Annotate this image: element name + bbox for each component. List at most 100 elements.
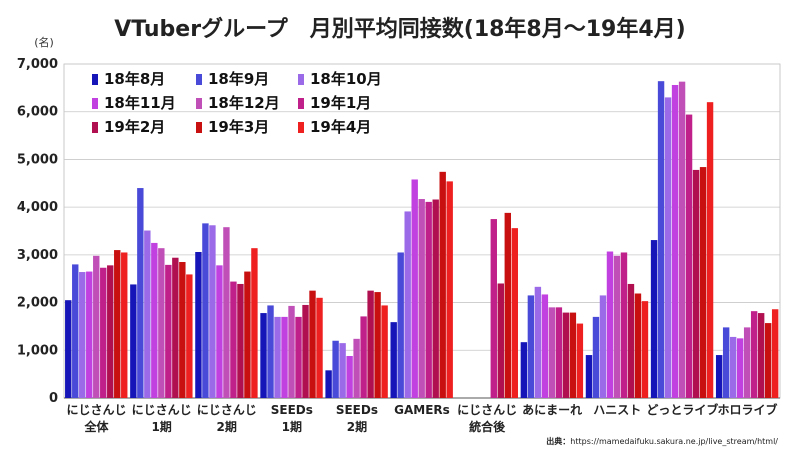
y-axis-label: (名) <box>34 35 54 49</box>
bar <box>520 342 528 398</box>
legend-label: 19年2月 <box>104 118 165 136</box>
source-note: 出典：https://mamedaifuku.sakura.ne.jp/live… <box>546 436 778 446</box>
legend-swatch <box>92 122 98 133</box>
bar <box>223 227 230 398</box>
x-tick-label: SEEDs <box>271 403 313 417</box>
x-tick-label: にじさんじ <box>197 403 257 417</box>
bar <box>202 223 209 398</box>
bar <box>244 271 251 398</box>
bar <box>93 255 100 398</box>
bar <box>237 283 244 398</box>
source-url: https://mamedaifuku.sakura.ne.jp/live_st… <box>570 437 778 446</box>
bar <box>302 304 309 398</box>
bar <box>151 242 158 398</box>
bar <box>555 307 563 398</box>
bar <box>678 81 686 398</box>
y-tick-label: 1,000 <box>17 343 58 358</box>
bar <box>339 343 346 398</box>
bar <box>404 211 411 398</box>
legend-label: 18年9月 <box>208 70 269 88</box>
bar <box>722 327 730 398</box>
bar <box>446 181 453 398</box>
bar <box>186 274 193 398</box>
bar <box>195 251 202 398</box>
chart-title: VTuberグループ 月別平均同接数(18年8月～19年4月) <box>114 16 685 42</box>
x-tick-label: にじさんじ <box>67 403 127 417</box>
x-tick-label: SEEDs <box>336 403 378 417</box>
bar <box>743 327 751 398</box>
bar <box>260 313 267 398</box>
x-tick-label: 2期 <box>217 419 237 434</box>
legend-swatch <box>196 74 202 85</box>
x-tick-label: ハニスト <box>593 403 641 417</box>
bar <box>490 219 497 398</box>
legend-label: 19年3月 <box>208 118 269 136</box>
bar <box>86 271 93 398</box>
bar <box>569 312 577 398</box>
bar <box>390 322 397 398</box>
bar <box>706 102 714 399</box>
bar <box>729 336 737 398</box>
x-tick-label: 1期 <box>282 419 302 434</box>
bar <box>79 272 86 398</box>
bar <box>100 267 107 398</box>
bar <box>620 252 628 398</box>
bar <box>699 167 707 398</box>
bar <box>671 84 679 398</box>
bar <box>497 283 504 398</box>
bar <box>736 338 744 398</box>
bar <box>209 225 216 398</box>
bar <box>130 284 137 398</box>
bar <box>295 316 302 398</box>
bar <box>606 251 614 398</box>
bar <box>288 305 295 398</box>
bar <box>165 264 172 398</box>
y-tick-label: 5,000 <box>17 152 58 167</box>
bar <box>114 250 121 398</box>
legend-swatch <box>196 98 202 109</box>
y-tick-label: 7,000 <box>17 57 58 72</box>
bar <box>613 255 621 398</box>
bar <box>367 290 374 398</box>
legend-label: 18年10月 <box>310 70 382 88</box>
legend-label: 18年12月 <box>208 94 280 112</box>
bar <box>771 309 779 398</box>
bar <box>332 340 339 398</box>
bar <box>179 262 186 398</box>
x-tick-label: 統合後 <box>469 419 506 434</box>
x-tick-label: 1期 <box>151 419 171 434</box>
bar <box>353 338 360 398</box>
bar <box>504 212 511 398</box>
bar <box>634 293 642 398</box>
legend-label: 19年1月 <box>310 94 371 112</box>
bar <box>750 311 758 398</box>
bar <box>592 316 600 398</box>
legend-swatch <box>92 74 98 85</box>
bar <box>397 252 404 398</box>
bar <box>541 294 549 398</box>
bar <box>137 188 144 398</box>
bar <box>511 228 518 398</box>
bar <box>576 323 584 398</box>
x-tick-label: あにまーれ <box>522 403 582 417</box>
bar <box>172 257 179 398</box>
bar <box>360 316 367 398</box>
bar <box>316 297 323 398</box>
x-tick-label: 全体 <box>84 419 110 434</box>
legend-swatch <box>196 122 202 133</box>
bar <box>230 281 237 398</box>
bar <box>425 201 432 398</box>
legend-swatch <box>298 122 304 133</box>
bar <box>715 355 723 398</box>
bar <box>562 312 570 398</box>
x-tick-label: GAMERs <box>394 403 450 417</box>
bar <box>657 81 665 399</box>
bar <box>251 248 258 398</box>
bar <box>144 230 151 398</box>
bar <box>72 264 79 398</box>
legend-swatch <box>92 98 98 109</box>
bar <box>374 292 381 398</box>
bar <box>692 169 700 398</box>
